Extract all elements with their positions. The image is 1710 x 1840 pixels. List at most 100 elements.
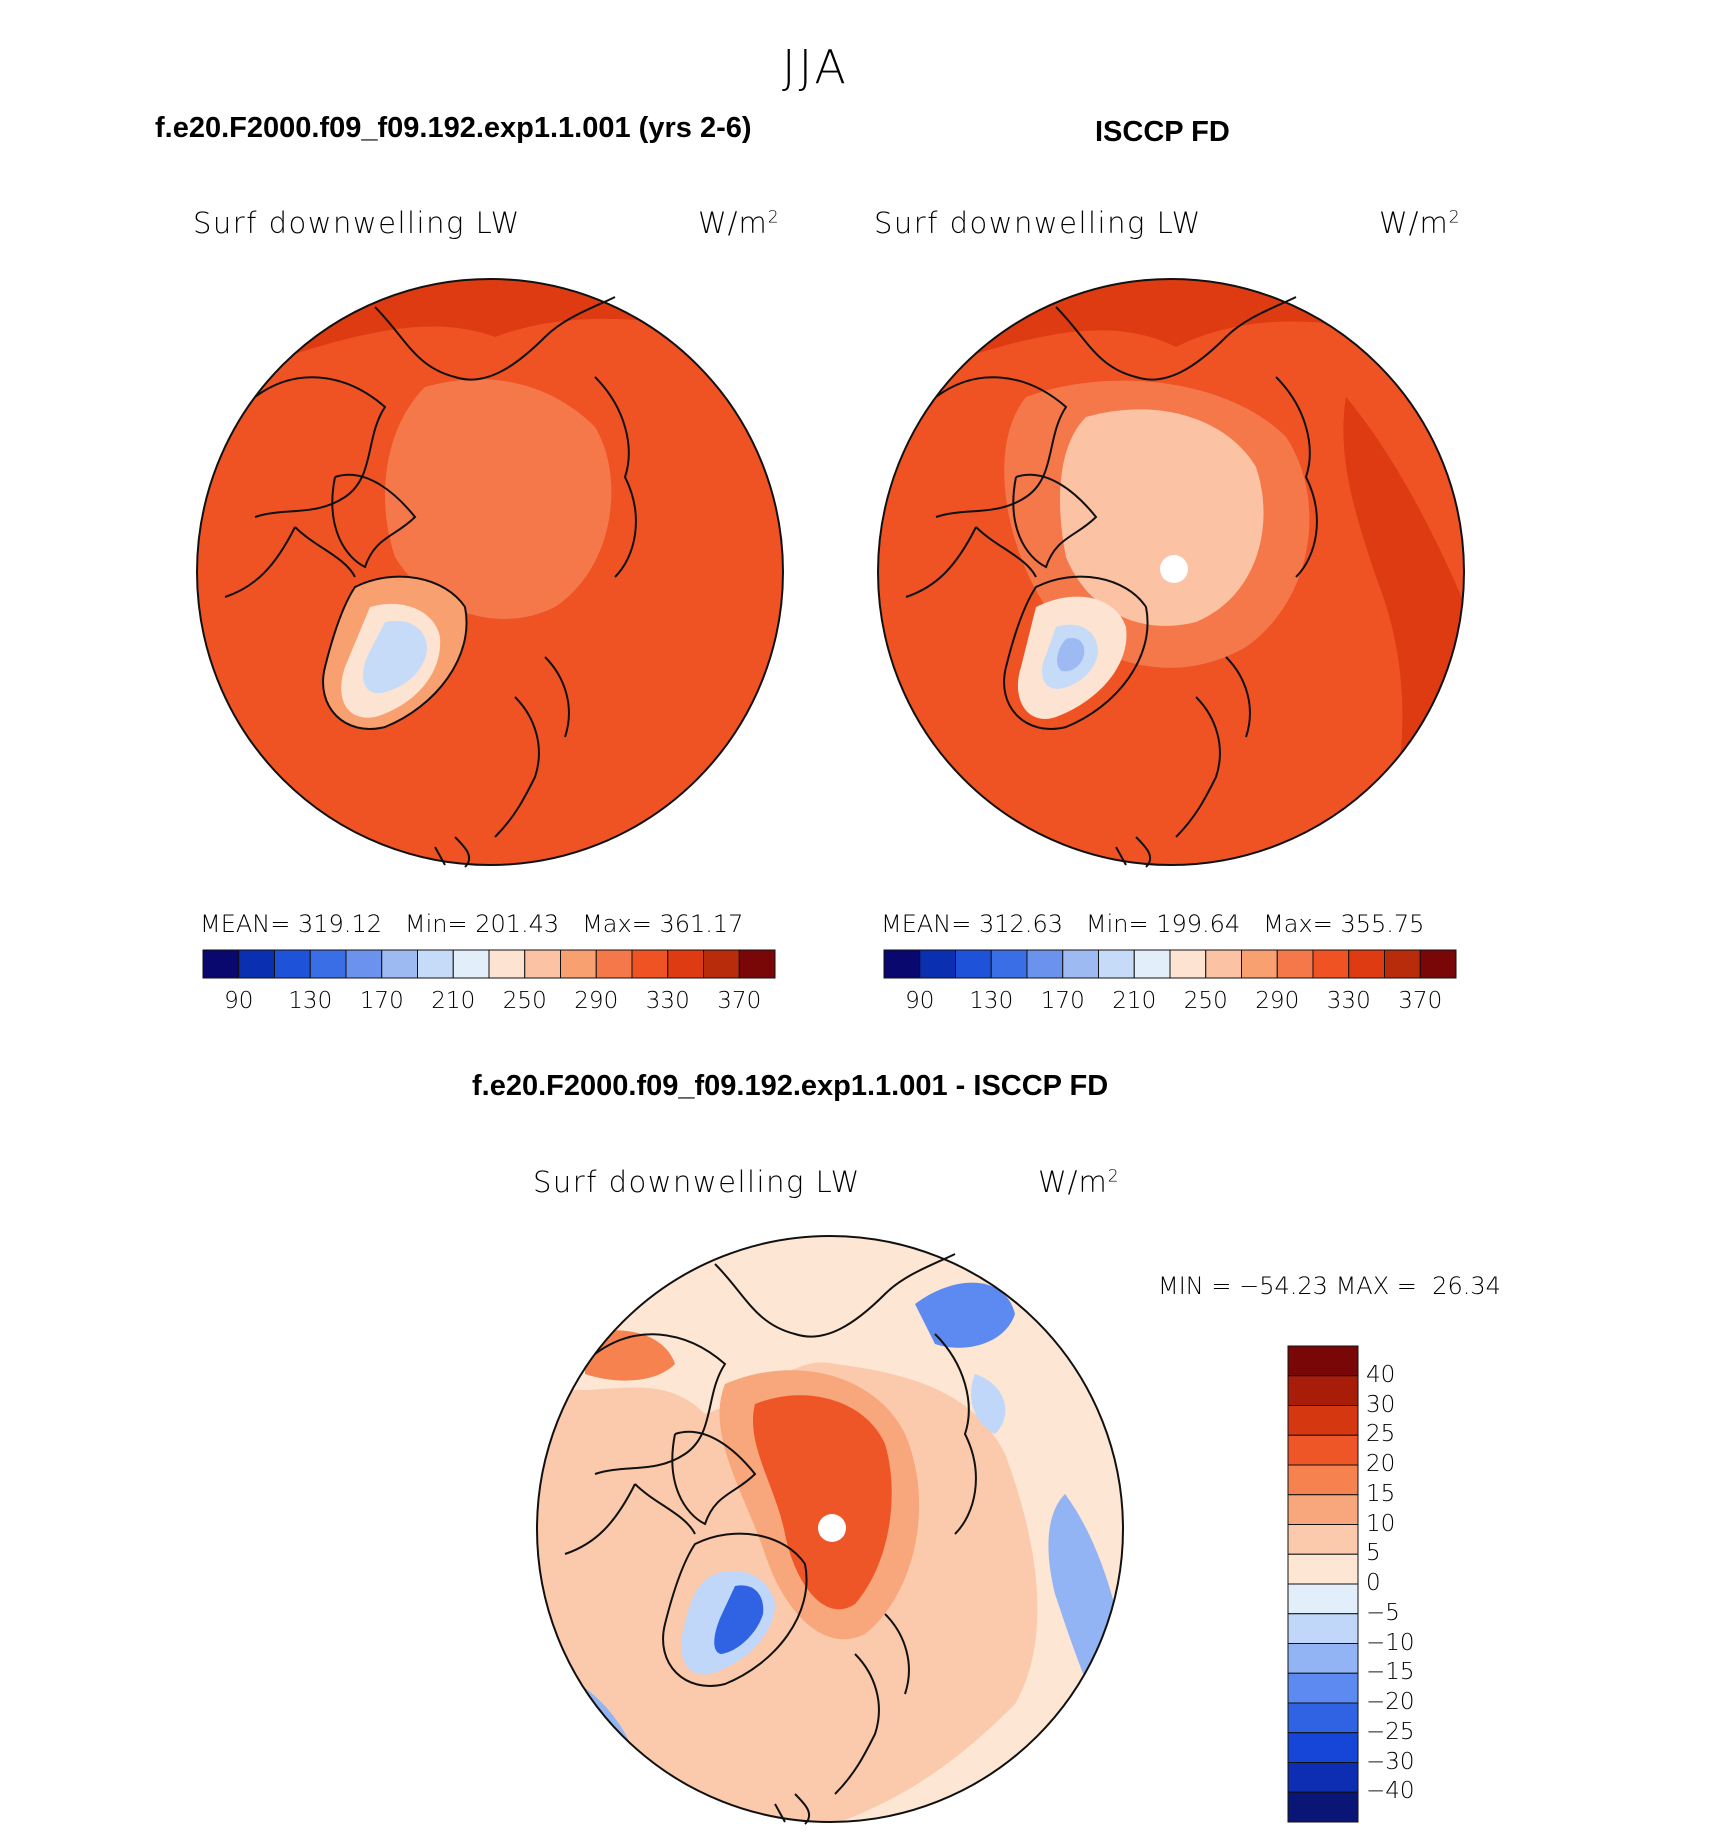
- panel1-colorbar-tick: 90: [224, 988, 254, 1014]
- panel2-colorbar-box: [1026, 949, 1064, 979]
- panel3-field-ne-cold: [915, 1282, 1015, 1348]
- panel3-polar-map: [536, 1235, 1124, 1825]
- panel3-colorbar-tick: −5: [1366, 1599, 1400, 1626]
- panel2-colorbar-box: [883, 949, 921, 979]
- panel3-field-arctic-core: [752, 1395, 892, 1610]
- panel1-colorbar-tick: 250: [502, 988, 547, 1014]
- panel1-colorbar-box: [631, 949, 669, 979]
- panel2-colorbar-box: [1133, 949, 1171, 979]
- panel3-colorbar-box: [1287, 1434, 1359, 1466]
- panel1-colorbar-box: [595, 949, 633, 979]
- panel1-colorbar-box: [524, 949, 561, 979]
- panel3-colorbar-tick: 15: [1366, 1480, 1396, 1507]
- panel2-units: W/m2: [1379, 206, 1461, 240]
- panel3-field-ne-cool: [971, 1374, 1006, 1434]
- panel3-colorbar-box: [1287, 1345, 1359, 1377]
- panel2-colorbar-box: [1205, 949, 1242, 979]
- panel1-colorbar-box: [345, 949, 383, 979]
- panel1-coastlines: [224, 296, 637, 868]
- panel2-stats: MEAN= 312.63 Min= 199.64 Max= 355.75: [881, 910, 1425, 938]
- season-title: JJA: [782, 40, 849, 94]
- panel3-colorbar-tick: 20: [1366, 1451, 1396, 1477]
- panel3-colorbar-box: [1287, 1494, 1359, 1525]
- panel2-colorbar-box: [1276, 949, 1314, 979]
- panel3-variable: Surf downwelling LW: [533, 1165, 861, 1199]
- panel2-colorbar-box: [1241, 949, 1278, 979]
- panel2-colorbar-box: [1169, 949, 1207, 979]
- panel3-units: W/m2: [1038, 1165, 1120, 1199]
- panel1-units: W/m2: [698, 206, 780, 240]
- panel1-field-greenland-ice: [363, 620, 427, 694]
- panel3-colorbar-tick: −25: [1366, 1718, 1415, 1745]
- panel3-colorbar-box: [1287, 1405, 1359, 1436]
- panel2-colorbar-tick: 130: [969, 988, 1014, 1014]
- panel1-colorbar-box: [274, 949, 311, 979]
- panel3-colorbar-tick: 40: [1366, 1361, 1396, 1388]
- panel3-colorbar-tick: −30: [1366, 1748, 1415, 1775]
- panel2-colorbar-tick: 290: [1255, 988, 1300, 1014]
- panel3-colorbar-tick: 5: [1366, 1540, 1381, 1567]
- panel2-colorbar-box: [1384, 949, 1421, 979]
- panel1-title: f.e20.F2000.f09_f09.192.exp1.1.001 (yrs …: [155, 112, 752, 144]
- panel2-colorbar-box: [1312, 949, 1350, 979]
- panel1-colorbar: [202, 949, 776, 979]
- panel1-colorbar-tick: 370: [717, 988, 762, 1014]
- panel1-colorbar-box: [381, 949, 418, 979]
- panel1-polar-map: [196, 278, 784, 868]
- panel3-colorbar-tick: −10: [1366, 1629, 1415, 1656]
- panel2-colorbar-box: [1419, 949, 1457, 979]
- panel3-colorbar-tick: 25: [1366, 1421, 1396, 1448]
- panel3-colorbar-tick: 10: [1366, 1510, 1396, 1537]
- panel2-colorbar-box: [955, 949, 992, 979]
- panel3-colorbar-tick: −40: [1366, 1778, 1415, 1805]
- panel2-colorbar-tick: 370: [1398, 988, 1443, 1014]
- panel2-colorbar-tick: 330: [1326, 988, 1371, 1014]
- panel3-minmax: MIN = −54.23 MAX = 26.34: [1158, 1272, 1501, 1300]
- panel1-colorbar-tick: 330: [645, 988, 690, 1014]
- panel3-colorbar: [1287, 1345, 1359, 1823]
- panel3-colorbar-tick: −15: [1366, 1659, 1415, 1686]
- panel1-field-arctic-ocean: [385, 379, 612, 619]
- panel2-colorbar-box: [990, 949, 1028, 979]
- panel2-coastlines: [905, 296, 1318, 868]
- panel3-colorbar-box: [1287, 1732, 1359, 1763]
- panel1-colorbar-tick: 290: [574, 988, 619, 1014]
- panel2-colorbar-box: [1098, 949, 1135, 979]
- panel2-field-greenland-core: [1057, 637, 1085, 672]
- panel2-colorbar-box: [1062, 949, 1099, 979]
- panel3-colorbar-box: [1287, 1375, 1359, 1406]
- panel2-pole-mask: [1160, 555, 1188, 583]
- panel2-colorbar-tick: 170: [1040, 988, 1085, 1014]
- panel1-colorbar-box: [703, 949, 740, 979]
- panel2-colorbar-box: [1348, 949, 1385, 979]
- panel1-colorbar-box: [667, 949, 704, 979]
- panel2-polar-map: [877, 278, 1465, 868]
- panel3-colorbar-box: [1287, 1643, 1359, 1674]
- panel3-colorbar-box: [1287, 1762, 1359, 1793]
- panel3-field-greenland-cold: [714, 1585, 764, 1654]
- panel2-colorbar-tick: 90: [905, 988, 935, 1014]
- panel3-pole-mask: [818, 1514, 846, 1542]
- panel3-colorbar-tick: 30: [1366, 1391, 1396, 1418]
- panel2-variable: Surf downwelling LW: [874, 206, 1202, 240]
- panel1-colorbar-box: [452, 949, 490, 979]
- panel1-stats: MEAN= 319.12 Min= 201.43 Max= 361.17: [200, 910, 744, 938]
- panel1-colorbar-tick: 130: [288, 988, 333, 1014]
- panel3-colorbar-box: [1287, 1613, 1359, 1644]
- panel3-colorbar-box: [1287, 1702, 1359, 1734]
- panel1-colorbar-box: [417, 949, 454, 979]
- panel1-colorbar-box: [238, 949, 275, 979]
- panel1-colorbar-box: [738, 949, 776, 979]
- panel3-colorbar-box: [1287, 1464, 1359, 1496]
- panel1-variable: Surf downwelling LW: [193, 206, 521, 240]
- panel1-colorbar-box: [560, 949, 597, 979]
- panel2-colorbar-tick: 210: [1112, 988, 1157, 1014]
- panel3-colorbar-box: [1287, 1791, 1359, 1823]
- panel3-colorbar-box: [1287, 1672, 1359, 1704]
- panel1-colorbar-box: [202, 949, 240, 979]
- panel2-colorbar-box: [919, 949, 956, 979]
- panel3-colorbar-tick: −20: [1366, 1689, 1415, 1715]
- panel1-colorbar-tick: 210: [431, 988, 476, 1014]
- panel1-colorbar-box: [488, 949, 526, 979]
- panel2-colorbar: [883, 949, 1457, 979]
